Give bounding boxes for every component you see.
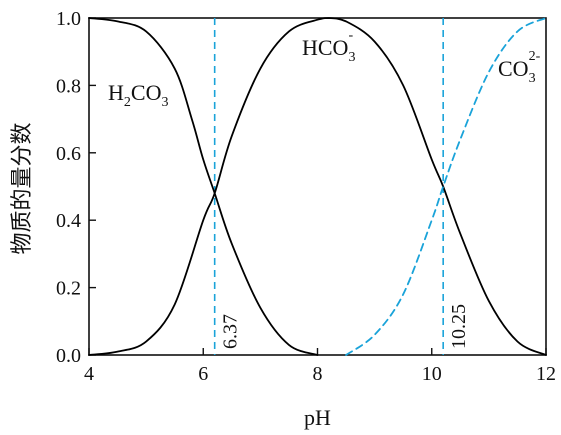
series-label: CO3 2- (498, 49, 541, 86)
series-label-part: 2 (124, 95, 131, 110)
axis-ticks: 4 6 8 10 12 0.0 0.2 0.4 0.6 0.8 1.0 (56, 8, 556, 385)
y-tick-label: 0.8 (56, 75, 81, 97)
x-tick-label: 8 (313, 363, 323, 385)
series-line (88, 17, 547, 356)
plot-frame (88, 17, 547, 356)
pka-label: 10.25 (448, 304, 470, 349)
x-tick-label: 6 (198, 363, 208, 385)
series-label-part: HCO (302, 35, 348, 60)
x-tick-label: 12 (536, 363, 556, 385)
pka-label: 6.37 (220, 314, 242, 349)
y-tick-label: 0.4 (56, 210, 81, 232)
series-label: H2CO3 (108, 80, 168, 110)
y-tick-label: 0.0 (56, 345, 81, 367)
y-axis-title: 物质的量分数 (9, 122, 34, 254)
series-label-part: - (348, 28, 353, 43)
series-label-part: CO (131, 80, 162, 105)
y-tick-label: 0.6 (56, 143, 81, 165)
x-tick-label: 10 (422, 363, 442, 385)
y-tick-label: 1.0 (56, 8, 81, 30)
series-label-part: H (108, 80, 124, 105)
series-label-part: 3 (529, 71, 536, 86)
x-tick-label: 4 (84, 363, 94, 385)
series-label-part: 2- (529, 49, 541, 64)
y-tick-label: 0.2 (56, 278, 81, 300)
series-line (88, 17, 319, 356)
series-line (345, 17, 547, 356)
series-label: HCO3 - (302, 28, 355, 65)
x-axis-title: pH (304, 405, 331, 430)
species-curves (88, 17, 547, 356)
series-label-part: 3 (348, 50, 355, 65)
series-label-part: 3 (161, 95, 168, 110)
series-label-part: CO (498, 56, 529, 81)
plot-area (88, 17, 547, 356)
pka-lines: 6.37 10.25 (213, 18, 470, 355)
